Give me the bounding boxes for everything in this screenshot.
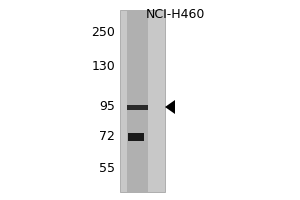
- Text: 250: 250: [91, 25, 115, 38]
- Text: 130: 130: [91, 60, 115, 73]
- Bar: [128, 133, 144, 141]
- Polygon shape: [165, 100, 175, 114]
- Bar: [120, 10, 165, 192]
- Text: NCI-H460: NCI-H460: [145, 8, 205, 21]
- Bar: [127, 105, 148, 110]
- Text: 95: 95: [99, 100, 115, 114]
- Text: 72: 72: [99, 130, 115, 144]
- Text: 55: 55: [99, 162, 115, 174]
- Bar: [127, 10, 148, 192]
